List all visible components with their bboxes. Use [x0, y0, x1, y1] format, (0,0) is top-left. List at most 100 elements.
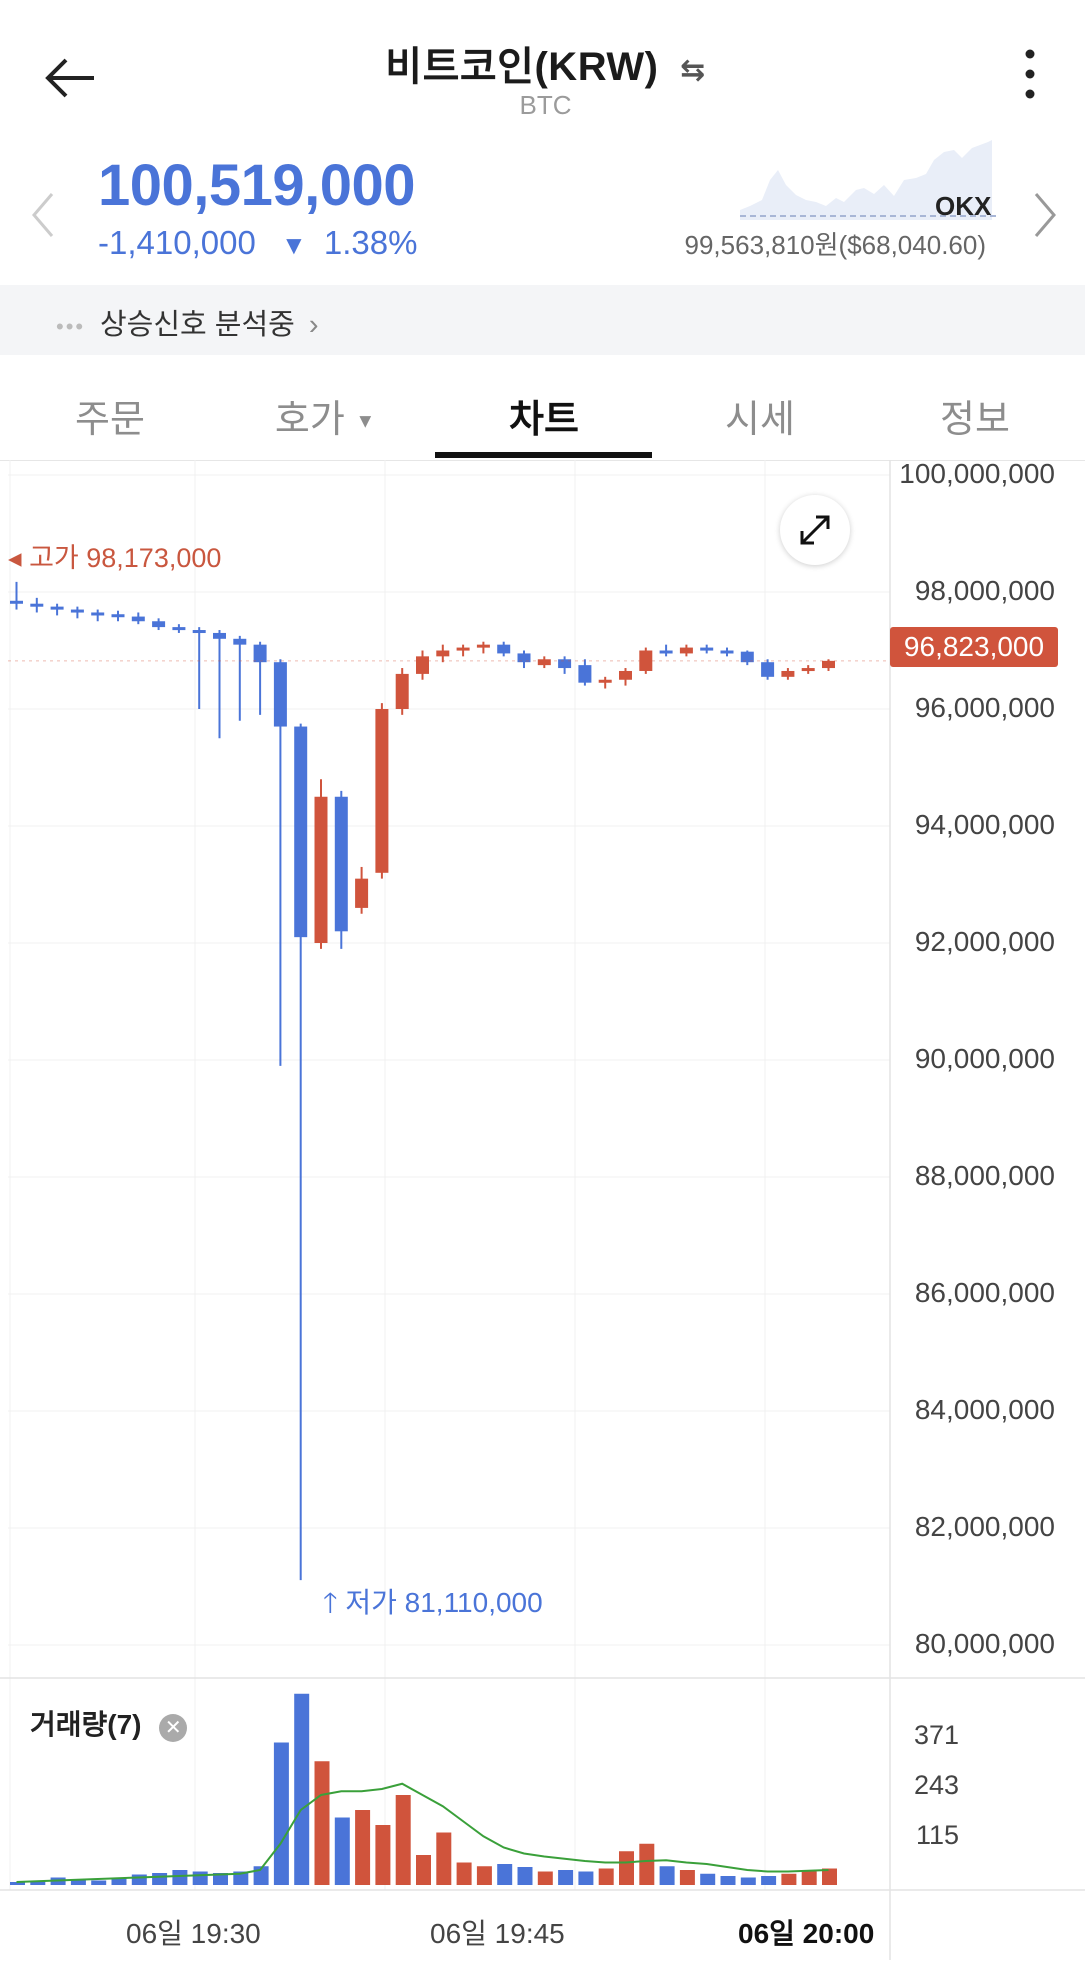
volume-bar — [700, 1873, 716, 1885]
volume-bar — [152, 1873, 168, 1885]
current-price-tag: 96,823,000 — [890, 627, 1058, 667]
page-title: 비트코인(KRW) ⇆ — [385, 45, 706, 89]
candle-body — [152, 621, 166, 628]
back-button[interactable] — [40, 48, 110, 108]
tab-market[interactable]: 시세 — [725, 399, 795, 441]
candle-body — [578, 665, 592, 683]
volume-bar — [131, 1874, 147, 1885]
candle-body — [456, 647, 470, 651]
volume-bar — [476, 1866, 492, 1885]
volume-bar — [720, 1876, 736, 1885]
change-amount: -1,410,000 — [98, 224, 256, 261]
signal-bar[interactable] — [0, 285, 1085, 355]
dots-icon: ••• — [56, 314, 86, 339]
volume-label: 371 — [913, 1720, 959, 1750]
signal-label[interactable]: 상승신호 분석중 › — [100, 309, 319, 341]
swap-arrows-icon[interactable]: ⇆ — [680, 54, 706, 87]
more-button[interactable] — [1015, 46, 1045, 106]
volume-bar — [30, 1880, 46, 1885]
volume-bar — [334, 1817, 350, 1885]
volume-bar — [416, 1855, 431, 1885]
tab-order[interactable]: 주문 — [75, 399, 145, 441]
volume-bar — [497, 1864, 513, 1885]
tab-chart[interactable]: 차트 — [509, 399, 579, 441]
candle-body — [781, 670, 795, 677]
candle-body — [30, 603, 44, 607]
close-circle-icon[interactable]: ✕ — [159, 1714, 188, 1742]
chevron-left-icon — [32, 193, 54, 237]
volume-bar — [598, 1868, 614, 1885]
volume-bar — [355, 1810, 371, 1885]
down-triangle-icon: ▼ — [280, 230, 307, 260]
exchange-label: OKX — [935, 191, 992, 221]
reference-price: 99,563,810원($68,040.60) — [684, 230, 987, 260]
volume-bar — [10, 1882, 25, 1885]
y-tick-label: 94,000,000 — [914, 809, 1055, 840]
candle-body — [537, 659, 551, 666]
high-price-label: ◂ 고가 98,173,000 — [8, 543, 222, 573]
volume-bar — [395, 1795, 411, 1885]
candle-body — [111, 614, 125, 618]
y-tick-label: 100,000,000 — [899, 458, 1055, 489]
y-tick-label: 90,000,000 — [914, 1043, 1055, 1074]
price-chart[interactable] — [0, 460, 1091, 1978]
y-tick-label: 86,000,000 — [914, 1277, 1055, 1308]
tab-orderbook[interactable]: 호가 ▼ — [274, 399, 376, 441]
candle-body — [416, 656, 429, 674]
next-coin-button[interactable] — [1030, 190, 1060, 245]
candle-body — [395, 673, 409, 709]
volume-bar — [679, 1870, 695, 1885]
volume-bar — [558, 1870, 574, 1885]
expand-button[interactable] — [780, 495, 850, 565]
candle-body — [761, 662, 775, 677]
prev-coin-button[interactable] — [28, 190, 58, 245]
candle-body — [558, 659, 572, 669]
y-tick-label: 92,000,000 — [914, 926, 1055, 957]
candle-body — [192, 630, 206, 634]
volume-ma-line — [16, 1782, 829, 1883]
tab-info[interactable]: 정보 — [940, 399, 1010, 441]
candle-body — [801, 668, 815, 672]
volume-label: 243 — [913, 1770, 959, 1800]
candle-body — [91, 612, 105, 616]
candle-body — [740, 651, 754, 663]
y-tick-label: 82,000,000 — [914, 1511, 1055, 1542]
volume-bar — [314, 1761, 330, 1885]
candle-body — [436, 650, 450, 657]
volume-bar — [70, 1879, 86, 1885]
candle-body — [659, 650, 673, 654]
candle-body — [679, 647, 693, 654]
volume-title: 거래량(7) ✕ — [30, 1703, 188, 1743]
candle-body — [598, 679, 612, 683]
volume-bar — [659, 1866, 675, 1885]
x-tick-label: 06일 19:30 — [126, 1918, 261, 1949]
y-tick-label: 98,000,000 — [914, 575, 1055, 606]
volume-bar — [822, 1868, 837, 1885]
candle-body — [497, 644, 511, 654]
candle-body — [355, 878, 369, 908]
low-price-label: 🡑 저가 81,110,000 — [323, 1587, 543, 1618]
volume-bar — [781, 1873, 797, 1885]
candle-body — [213, 632, 226, 639]
arrow-left-icon: ◂ — [8, 543, 22, 573]
candle-body — [517, 653, 531, 663]
volume-bar — [172, 1870, 188, 1885]
volume-bar — [639, 1843, 655, 1885]
back-arrow-icon — [45, 58, 94, 98]
candle-body — [476, 644, 490, 648]
volume-bar — [233, 1871, 249, 1885]
volume-label: 115 — [915, 1820, 959, 1850]
expand-icon — [800, 515, 830, 545]
volume-bar — [91, 1880, 107, 1885]
caret-down-icon: ▼ — [355, 410, 376, 433]
candle-body — [375, 709, 389, 873]
volume-bar — [111, 1877, 127, 1885]
candle-body — [720, 650, 734, 654]
mini-sparkline[interactable] — [740, 140, 1000, 220]
y-tick-label: 88,000,000 — [914, 1160, 1055, 1191]
candle-body — [822, 660, 835, 669]
x-tick-label: 06일 19:45 — [430, 1918, 565, 1949]
volume-bar — [436, 1832, 452, 1885]
candle-body — [700, 647, 714, 651]
tab-bar: 주문 호가 ▼ 차트 시세 정보 — [0, 368, 1085, 461]
